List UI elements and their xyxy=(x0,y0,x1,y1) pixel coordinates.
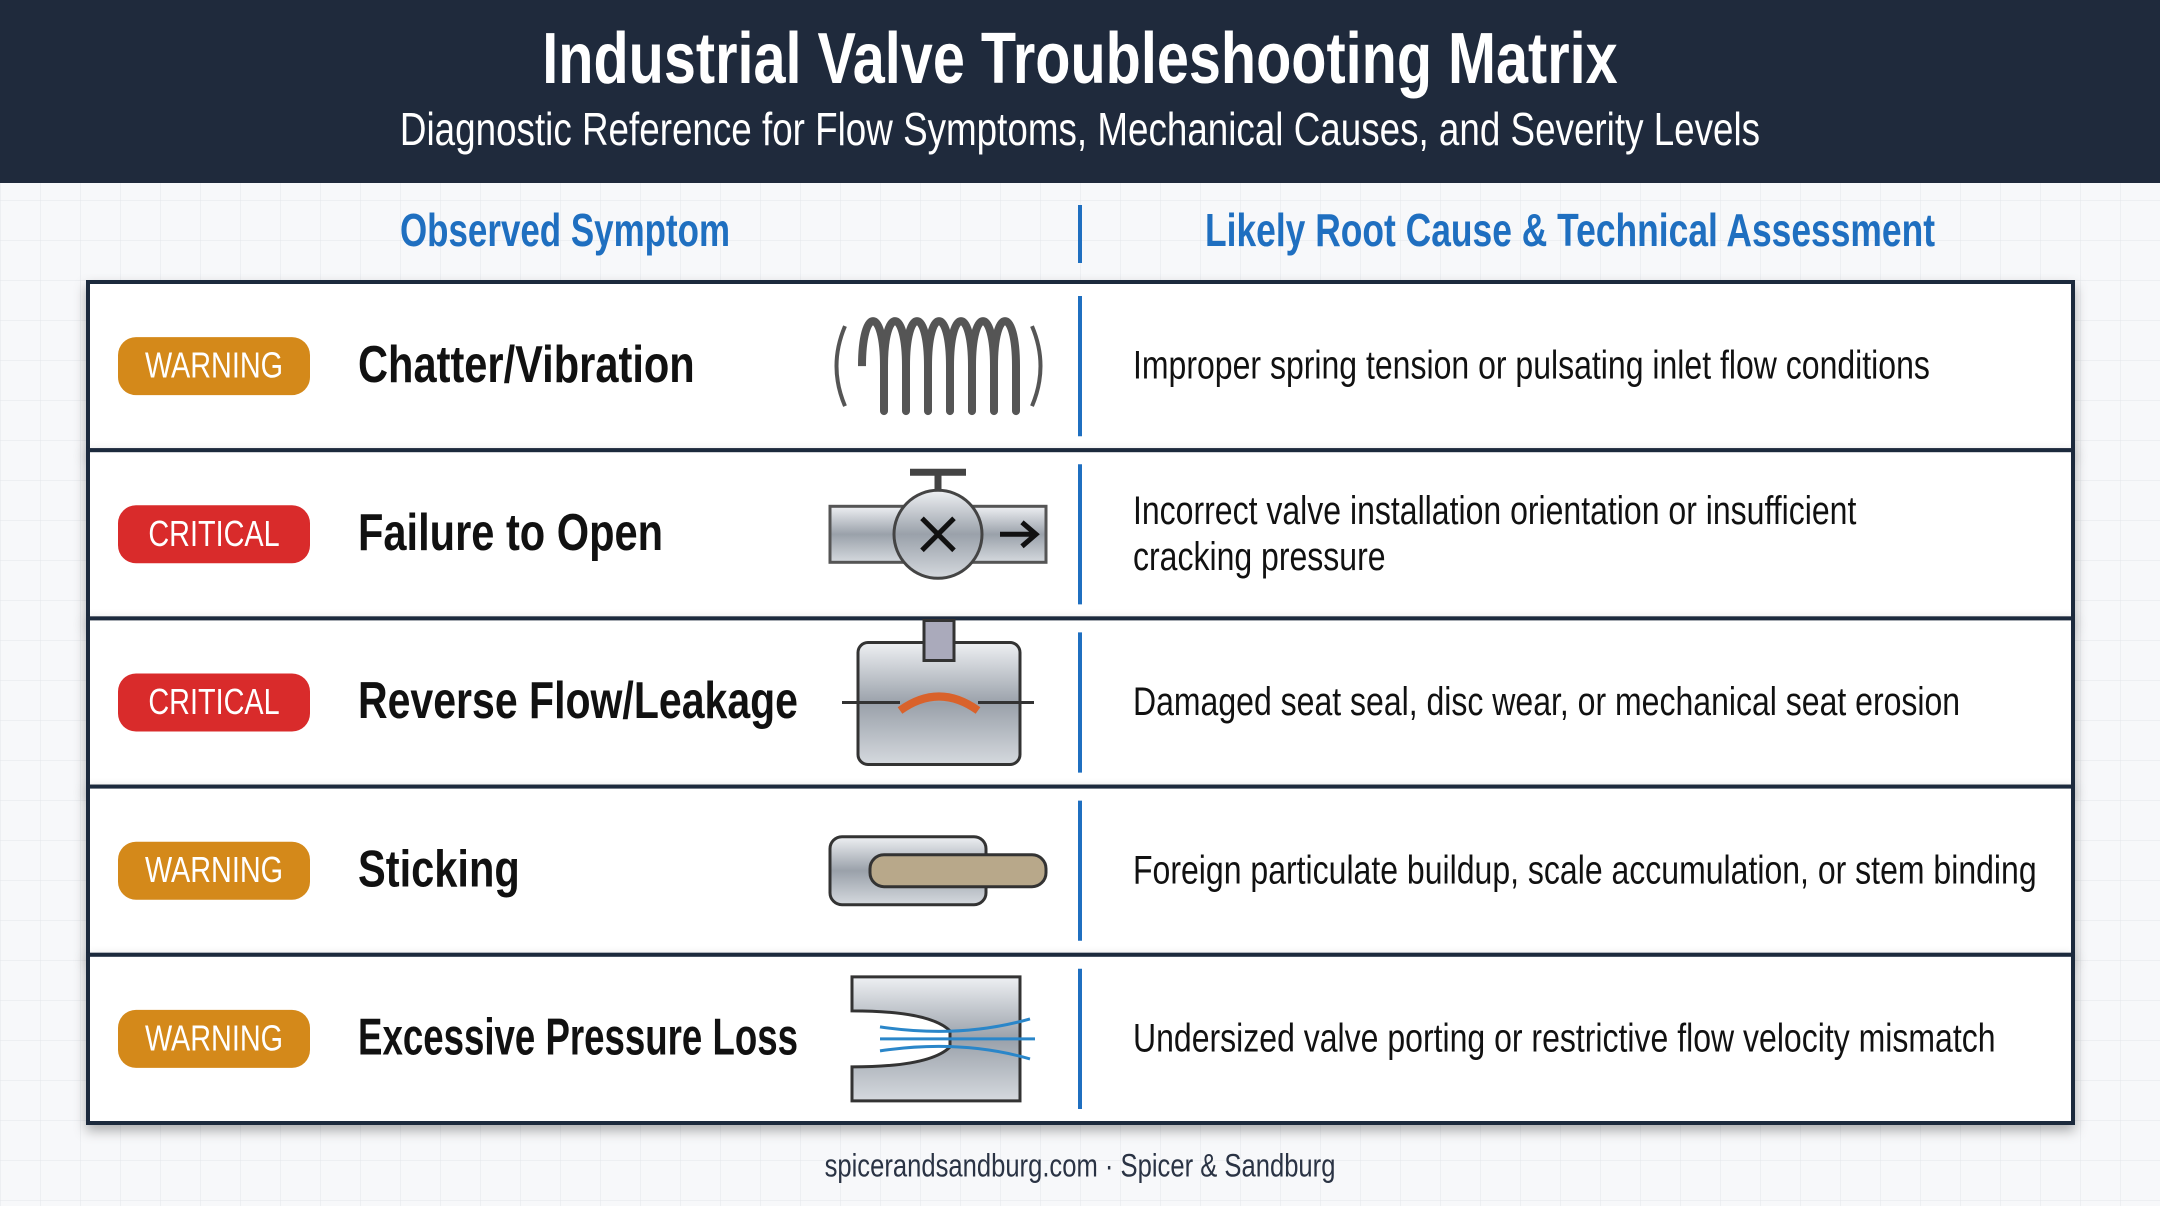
symptom: Excessive Pressure Loss xyxy=(358,1009,798,1067)
severity-label: CRITICAL xyxy=(148,513,279,554)
valve-stem xyxy=(922,619,956,662)
valve-stem xyxy=(910,468,966,491)
column-header: Observed Symptom xyxy=(400,204,730,256)
subtitle: Diagnostic Reference for Flow Symptoms, … xyxy=(400,103,1760,155)
severity-badge xyxy=(118,337,310,396)
flow-lines xyxy=(879,1017,1035,1061)
table-row: WARNING Chatter/Vibration Improper spring … xyxy=(86,280,2075,453)
arrow xyxy=(1000,520,1040,549)
cause: cracking pressure xyxy=(1133,535,1386,579)
table-row: CRITICAL Failure to Open Incorrect valve i… xyxy=(86,448,2075,621)
footer: spicerandsandburg.com · Spicer & Sandbur… xyxy=(825,1147,1336,1183)
symptom: Chatter/Vibration xyxy=(358,336,695,394)
symptom: Reverse Flow/Leakage xyxy=(358,672,798,730)
severity-label: WARNING xyxy=(145,849,283,890)
table-row: WARNING Sticking Foreign particulate build… xyxy=(86,784,2075,957)
cause: Incorrect valve installation orientation… xyxy=(1133,489,1856,533)
severity-badge xyxy=(118,505,310,564)
severity-label: CRITICAL xyxy=(148,681,279,722)
seal xyxy=(897,692,981,714)
severity-badge xyxy=(118,673,310,732)
symptom: Failure to Open xyxy=(358,504,663,562)
cause: Undersized valve porting or restrictive … xyxy=(1133,1016,1996,1060)
column-header: Likely Root Cause & Technical Assessment xyxy=(1205,204,1935,256)
severity-badge xyxy=(118,841,310,900)
stem xyxy=(868,853,1048,889)
cause: Improper spring tension or pulsating inl… xyxy=(1133,344,1930,388)
title: Industrial Valve Troubleshooting Matrix xyxy=(542,19,1617,99)
severity-label: WARNING xyxy=(145,1017,283,1058)
table-row: WARNING Excessive Pressure Loss Undersized… xyxy=(86,952,2075,1125)
severity-label: WARNING xyxy=(145,345,283,386)
symptom: Sticking xyxy=(358,840,520,898)
severity-badge xyxy=(118,1009,310,1068)
cause: Damaged seat seal, disc wear, or mechani… xyxy=(1133,680,1960,724)
x-mark xyxy=(920,516,956,553)
spring-icon xyxy=(858,317,1020,415)
vibration-lines xyxy=(834,325,1043,407)
table-row: CRITICAL Reverse Flow/Leakage Damaged seat… xyxy=(86,616,2075,789)
header-band xyxy=(0,0,2160,183)
cause: Foreign particulate buildup, scale accum… xyxy=(1133,848,2037,892)
table: WARNING Chatter/Vibration Improper spring … xyxy=(86,280,2075,1125)
